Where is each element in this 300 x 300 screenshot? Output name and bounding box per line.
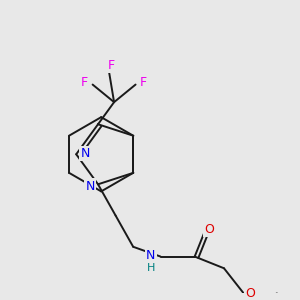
Text: N: N [80, 147, 90, 160]
Text: F: F [81, 76, 88, 89]
Text: O: O [204, 223, 214, 236]
Text: H: H [147, 263, 155, 273]
Text: N: N [85, 180, 95, 193]
Text: N: N [146, 249, 155, 262]
Text: F: F [140, 76, 147, 89]
Text: O: O [245, 287, 255, 300]
Text: F: F [108, 58, 115, 71]
